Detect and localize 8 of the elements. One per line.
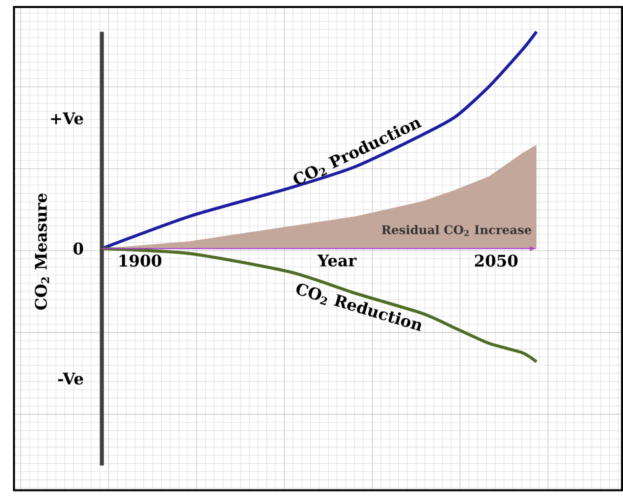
x-tick-label: 2050	[474, 254, 518, 267]
annotation: +Ve	[51, 112, 84, 124]
series-label: Residual CO$_{2}$ Increase	[382, 224, 532, 236]
text: -Ve	[58, 372, 84, 384]
annotation: 0	[73, 242, 84, 254]
y-axis-title: CO$_{2}$ Measure	[34, 193, 50, 310]
x-axis-title: Year	[317, 254, 357, 266]
x-tick-label: 1900	[120, 254, 162, 267]
